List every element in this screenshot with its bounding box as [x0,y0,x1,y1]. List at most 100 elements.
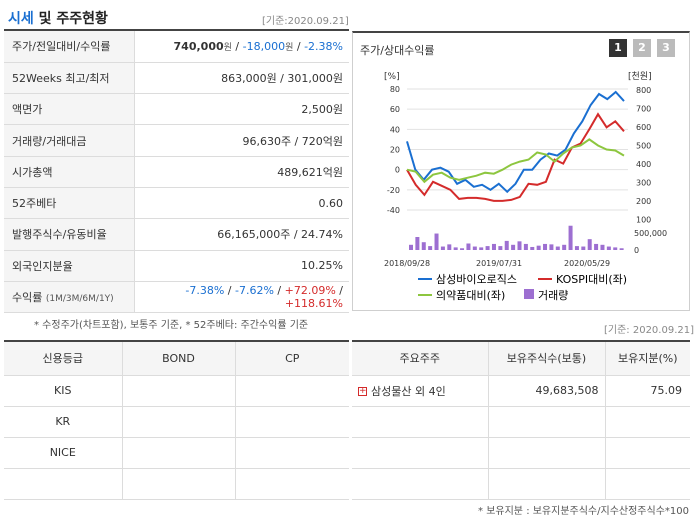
bond-rating [122,406,236,438]
return-1m: -7.38% [185,284,225,298]
column-header: 보유지분(%) [605,342,690,376]
cp-rating [235,406,349,438]
chart-page-2-button[interactable]: 2 [633,39,651,57]
legend-label: KOSPI대비(좌) [556,273,627,286]
volume-bar [460,248,465,250]
credit-table: 신용등급 BOND CP KIS KR NICE [4,342,349,500]
chart-page-3-button[interactable]: 3 [657,39,675,57]
left-tick-label: 20 [390,146,400,155]
table-header-row: 신용등급 BOND CP [4,342,349,376]
series-line-0 [406,90,625,194]
legend-label: 삼성바이오로직스 [436,273,517,286]
unit: 원 [223,42,232,53]
holders-footnote: * 보유지분 : 보유지분주식수/지수산정주식수*100 [478,506,689,517]
return-values: -7.38% / -7.62% / +72.09% / +118.61% [134,281,349,314]
row-label: 52Weeks 최고/최저 [4,62,135,95]
right-axis-ticks: 800 700 600 500 400 300 200 100 [636,86,651,225]
table-row: KIS [4,375,349,407]
volume-bar [549,244,554,250]
table-row [352,468,690,500]
agency-name: KIS [4,375,123,407]
bond-rating [122,468,236,500]
cp-rating [235,375,349,407]
shares-held: 49,683,508 [488,375,606,407]
row-label: 시가총액 [4,156,135,188]
volume-bar [504,240,509,250]
shares-held [488,406,606,438]
volume-bar [568,225,573,250]
table-row: KR [4,406,349,438]
section-title: 시세 및 주주현황 [8,8,108,28]
return-3m: -7.62% [235,284,274,298]
table-row [352,437,690,469]
volume-bar [498,246,503,250]
return-period-label: (1M/3M/6M/1Y) [45,294,114,305]
row-label: 주가/전일대비/수익률 [4,31,135,63]
ownership-pct [605,468,690,500]
right-tick-label: 600 [636,123,651,132]
row-label: 52주베타 [4,187,135,220]
price-change-pct: -2.38% [304,39,343,53]
right-tick-label: 700 [636,105,651,114]
price-value: 740,000원 / -18,000원 / -2.38% [134,31,349,63]
title-rest: 및 주주현황 [33,11,108,27]
volume-bar [587,239,592,250]
volume-tick: 500,000 [634,229,667,238]
column-header: BOND [122,342,236,376]
chart-grid [407,88,628,211]
bond-rating [122,437,236,469]
left-axis-ticks: 80 60 40 20 0 -20 -40 [387,85,400,215]
volume-bar [434,233,439,250]
ownership-pct [605,406,690,438]
volume-bar [613,247,618,250]
volume-bar [472,246,477,250]
holder-name[interactable]: 삼성물산 외 4인 [371,384,446,398]
x-tick: 2018/09/28 [384,259,430,268]
legend-label: 의약품대비(좌) [436,288,505,302]
return-6m: +72.09% [284,284,336,298]
right-tick-label: 500 [636,142,651,151]
holder-cell [352,437,489,469]
separator: / [293,39,305,53]
volume-bar [409,244,413,250]
x-tick: 2020/05/29 [564,259,610,268]
table-row: 주가/전일대비/수익률 740,000원 / -18,000원 / -2.38% [4,31,349,63]
column-header: 보유주식수(보통) [488,342,606,376]
volume-bar [562,244,567,250]
bond-rating [122,375,236,407]
volume-bar [543,243,548,250]
left-tick-label: 80 [390,85,400,94]
credit-divider [4,340,349,342]
row-label: 거래량/거래대금 [4,124,135,157]
volume-bar [581,246,586,250]
quote-table: 주가/전일대비/수익률 740,000원 / -18,000원 / -2.38%… [4,31,349,314]
column-header: 신용등급 [4,342,123,376]
table-row: 외국인지분율 10.25% [4,250,349,282]
volume-bar [594,243,599,250]
title-highlight: 시세 [8,11,34,27]
volume-bar [600,244,605,250]
table-row: NICE [4,437,349,469]
row-value: 489,621억원 [134,156,349,188]
table-row: 52주베타 0.60 [4,187,349,220]
expand-plus-icon[interactable]: + [358,386,367,396]
row-value: 2,500원 [134,93,349,126]
row-value: 0.60 [134,187,349,220]
chart-page-1-button[interactable]: 1 [609,39,627,57]
holder-cell [352,406,489,438]
right-tick-label: 800 [636,86,651,95]
table-row: + 삼성물산 외 4인 49,683,508 75.09 [352,375,690,407]
left-tick-label: 40 [390,125,400,134]
base-date: [기준:2020.09.21] [262,16,349,27]
volume-bar [428,246,433,250]
quote-footnote: * 수정주가(차트포함), 보통주 기준, * 52주베타: 주간수익률 기준 [34,320,309,331]
table-header-row: 주요주주 보유주식수(보통) 보유지분(%) [352,342,690,376]
return-label: 수익률 [12,291,43,305]
volume-bar [574,246,579,250]
holders-divider [352,340,690,342]
agency-name: NICE [4,437,123,469]
holders-base-date: [기준: 2020.09.21] [604,325,695,336]
volume-bar [523,243,528,250]
left-tick-label: 0 [395,166,400,175]
volume-bar [415,237,420,250]
